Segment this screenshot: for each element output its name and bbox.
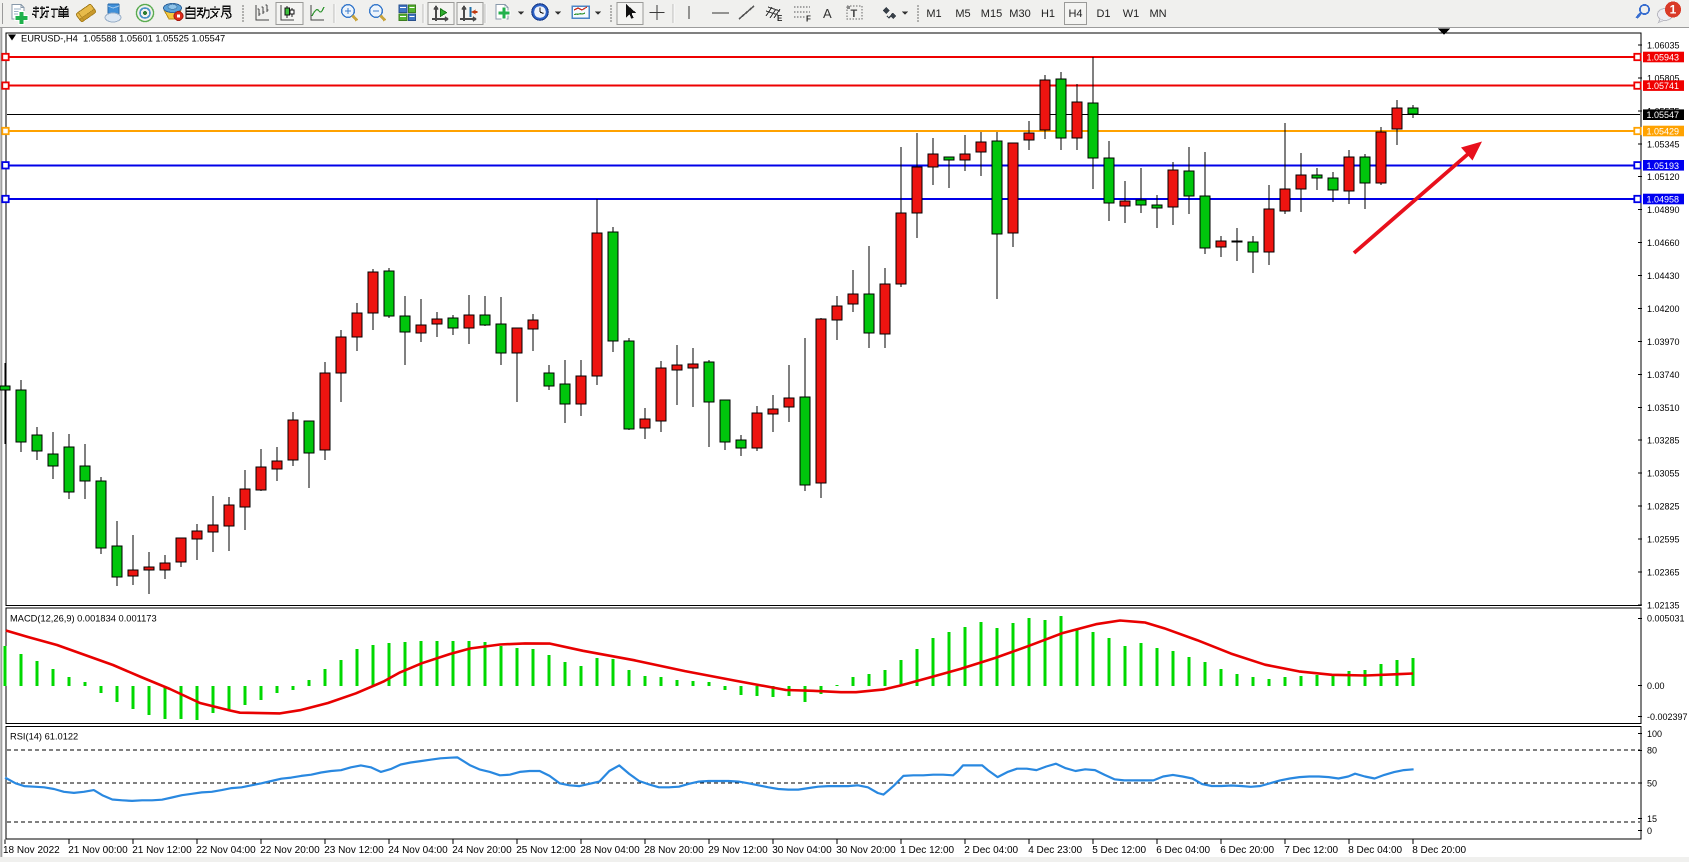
svg-text:80: 80 (1647, 746, 1657, 756)
svg-text:22 Nov 20:00: 22 Nov 20:00 (260, 845, 320, 856)
svg-text:MN: MN (1149, 8, 1166, 20)
svg-text:1.05120: 1.05120 (1647, 172, 1680, 182)
svg-text:1.05345: 1.05345 (1647, 140, 1680, 150)
svg-text:1.03285: 1.03285 (1647, 435, 1680, 445)
svg-text:1: 1 (1670, 3, 1677, 17)
svg-text:1.06035: 1.06035 (1647, 40, 1680, 50)
svg-text:24 Nov 04:00: 24 Nov 04:00 (388, 845, 448, 856)
svg-text:1.03740: 1.03740 (1647, 370, 1680, 380)
svg-text:21 Nov 12:00: 21 Nov 12:00 (132, 845, 192, 856)
svg-text:28 Nov 20:00: 28 Nov 20:00 (644, 845, 704, 856)
svg-text:8 Dec 20:00: 8 Dec 20:00 (1412, 845, 1466, 856)
svg-text:25 Nov 12:00: 25 Nov 12:00 (516, 845, 576, 856)
svg-text:1.05741: 1.05741 (1647, 81, 1680, 91)
svg-text:1.04660: 1.04660 (1647, 238, 1680, 248)
svg-text:D1: D1 (1096, 8, 1110, 20)
svg-text:1.04890: 1.04890 (1647, 205, 1680, 215)
svg-text:M30: M30 (1009, 8, 1030, 20)
svg-text:EURUSD-,H4 1.05588 1.05601 1.: EURUSD-,H4 1.05588 1.05601 1.05525 1.055… (21, 34, 225, 44)
svg-text:0: 0 (1647, 826, 1652, 836)
svg-text:1.03970: 1.03970 (1647, 337, 1680, 347)
svg-text:50: 50 (1647, 779, 1657, 789)
svg-text:H4: H4 (1068, 8, 1082, 20)
svg-text:1.04200: 1.04200 (1647, 304, 1680, 314)
svg-text:2 Dec 04:00: 2 Dec 04:00 (964, 845, 1018, 856)
svg-text:1.02365: 1.02365 (1647, 567, 1680, 577)
svg-text:1.05805: 1.05805 (1647, 73, 1680, 83)
svg-text:M5: M5 (955, 8, 970, 20)
svg-text:6 Dec 04:00: 6 Dec 04:00 (1156, 845, 1210, 856)
svg-text:21 Nov 00:00: 21 Nov 00:00 (68, 845, 128, 856)
svg-text:1.03510: 1.03510 (1647, 403, 1680, 413)
svg-text:8 Dec 04:00: 8 Dec 04:00 (1348, 845, 1402, 856)
svg-text:30 Nov 04:00: 30 Nov 04:00 (772, 845, 832, 856)
svg-text:W1: W1 (1123, 8, 1140, 20)
svg-text:A: A (823, 6, 832, 21)
svg-text:RSI(14) 61.0122: RSI(14) 61.0122 (10, 732, 78, 742)
svg-text:-0.002397: -0.002397 (1647, 712, 1688, 722)
svg-text:15: 15 (1647, 814, 1657, 824)
svg-text:1.05943: 1.05943 (1647, 53, 1680, 63)
svg-text:24 Nov 20:00: 24 Nov 20:00 (452, 845, 512, 856)
svg-text:E: E (777, 14, 783, 23)
svg-text:1.02825: 1.02825 (1647, 501, 1680, 511)
svg-text:22 Nov 04:00: 22 Nov 04:00 (196, 845, 256, 856)
svg-text:F: F (806, 15, 811, 24)
svg-text:1 Dec 12:00: 1 Dec 12:00 (900, 845, 954, 856)
svg-text:1.04430: 1.04430 (1647, 271, 1680, 281)
svg-text:M1: M1 (926, 8, 941, 20)
svg-text:MACD(12,26,9) 0.001834 0.00117: MACD(12,26,9) 0.001834 0.001173 (10, 614, 157, 624)
svg-text:H1: H1 (1041, 8, 1055, 20)
svg-text:1.05193: 1.05193 (1647, 161, 1680, 171)
svg-text:0.00: 0.00 (1647, 681, 1665, 691)
svg-text:23 Nov 12:00: 23 Nov 12:00 (324, 845, 384, 856)
svg-text:1.04958: 1.04958 (1647, 195, 1680, 205)
svg-text:30 Nov 20:00: 30 Nov 20:00 (836, 845, 896, 856)
svg-text:1.03055: 1.03055 (1647, 468, 1680, 478)
svg-text:T: T (851, 8, 858, 20)
svg-text:4 Dec 23:00: 4 Dec 23:00 (1028, 845, 1082, 856)
svg-text:6 Dec 20:00: 6 Dec 20:00 (1220, 845, 1274, 856)
svg-text:7 Dec 12:00: 7 Dec 12:00 (1284, 845, 1338, 856)
svg-text:18 Nov 2022: 18 Nov 2022 (3, 845, 60, 856)
svg-text:5 Dec 12:00: 5 Dec 12:00 (1092, 845, 1146, 856)
svg-text:100: 100 (1647, 729, 1662, 739)
svg-text:29 Nov 12:00: 29 Nov 12:00 (708, 845, 768, 856)
svg-text:0.005031: 0.005031 (1647, 614, 1685, 624)
svg-text:1.05547: 1.05547 (1647, 110, 1680, 120)
svg-text:1.02135: 1.02135 (1647, 600, 1680, 610)
svg-text:28 Nov 04:00: 28 Nov 04:00 (580, 845, 640, 856)
svg-text:M15: M15 (981, 8, 1002, 20)
svg-text:1.02595: 1.02595 (1647, 534, 1680, 544)
svg-text:1.05429: 1.05429 (1647, 127, 1680, 137)
